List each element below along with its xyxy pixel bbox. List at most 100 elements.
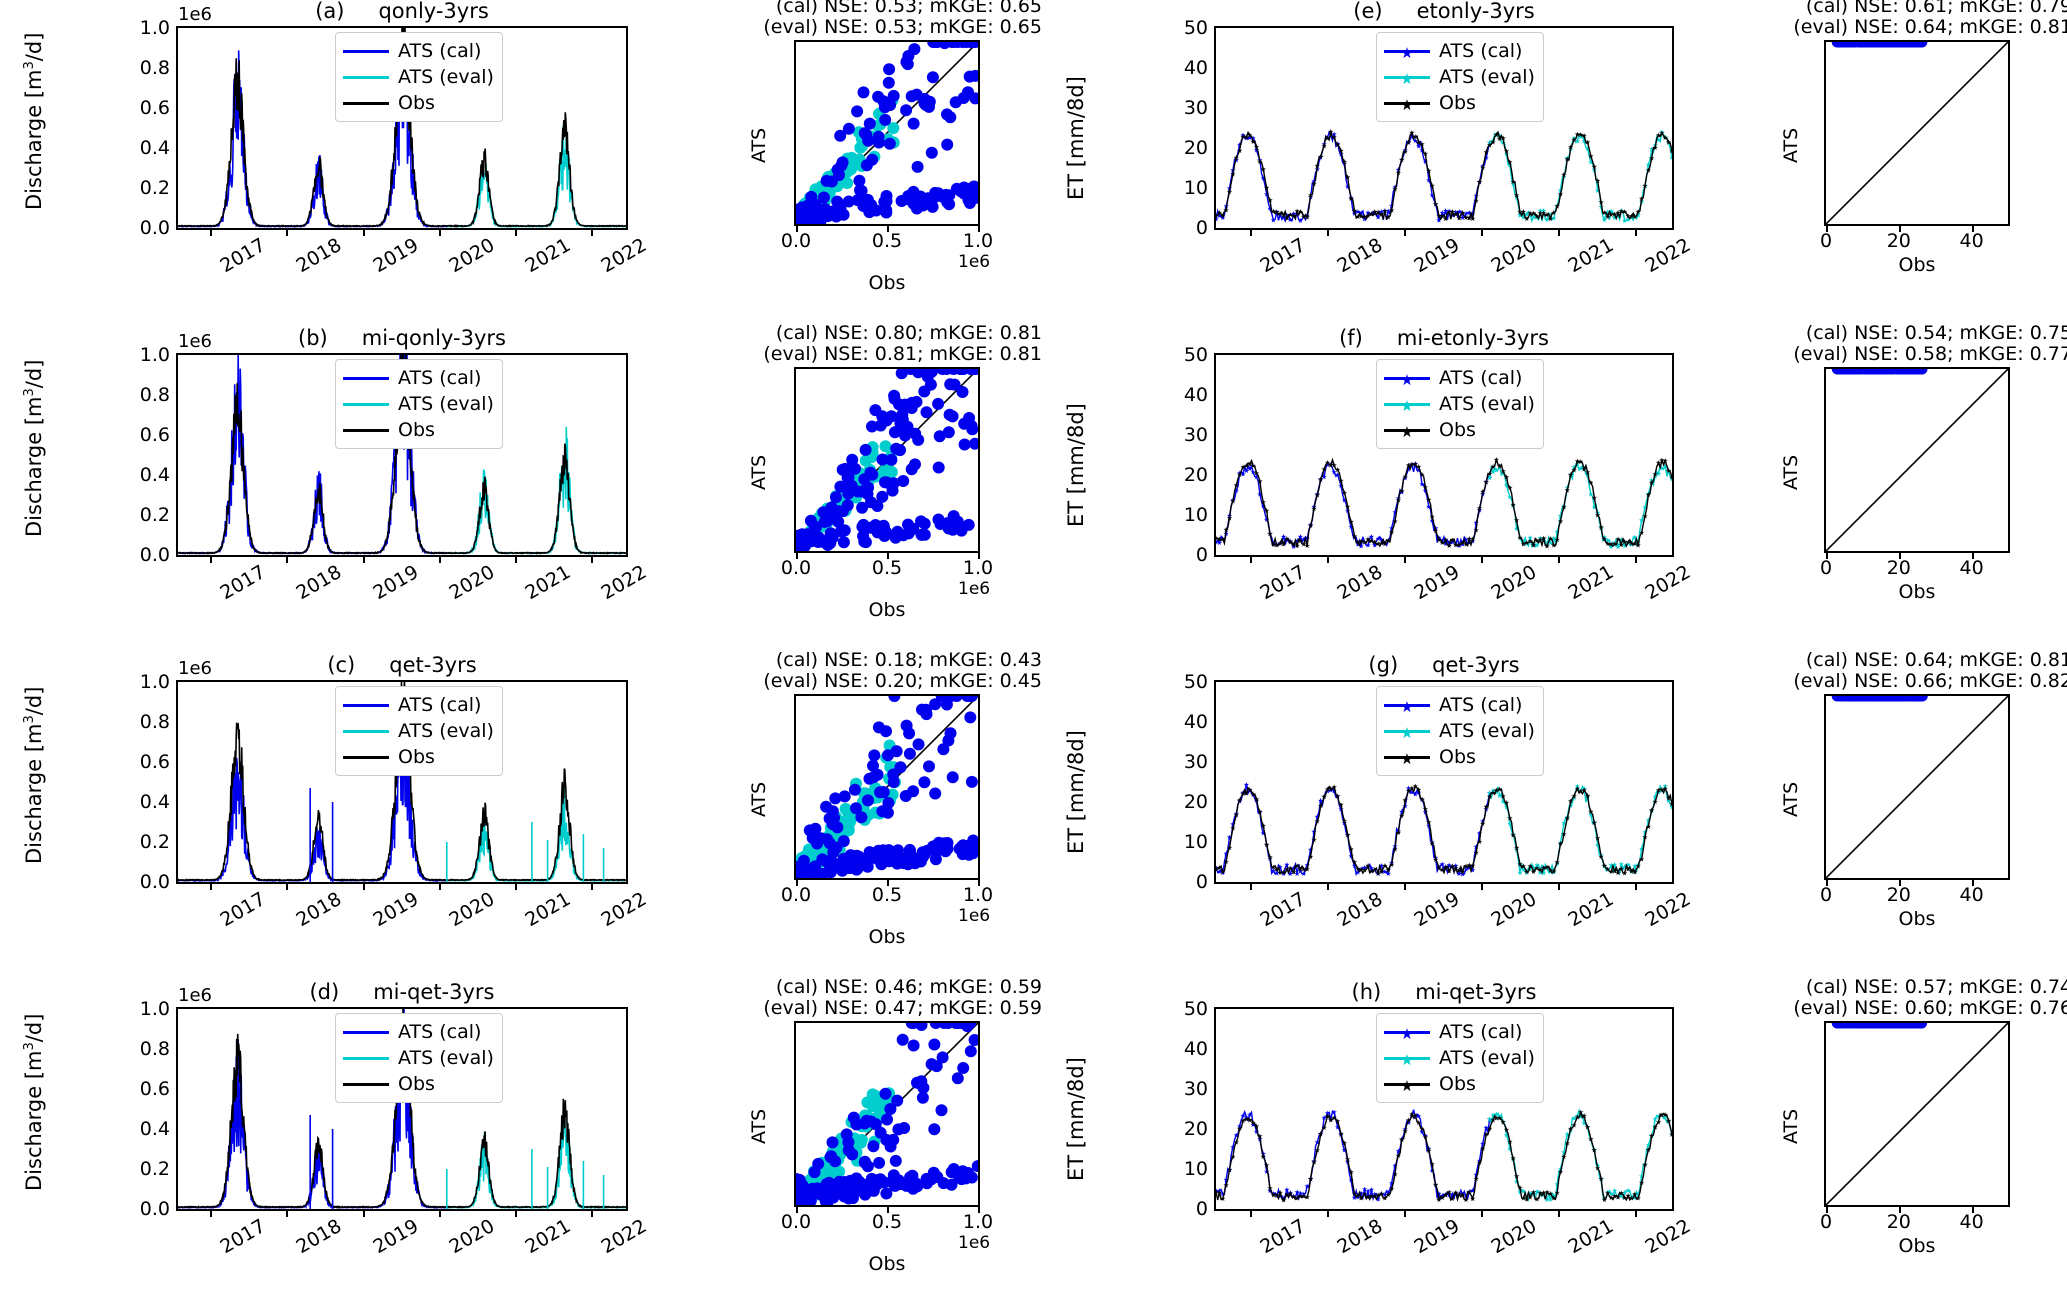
et-xtick: 2021 <box>1564 1215 1618 1259</box>
legend-row-cal[interactable]: ATS (cal) <box>343 365 494 391</box>
svg-text:★: ★ <box>1395 169 1401 177</box>
xtick-mark <box>1971 552 1974 559</box>
series-legend[interactable]: ★ ATS (cal) ★ ATS (eval) ★ Obs <box>1376 1013 1544 1103</box>
legend-row-obs[interactable]: Obs <box>343 417 494 443</box>
svg-text:★: ★ <box>1338 805 1344 813</box>
legend-swatch-eval: ★ <box>1384 1052 1430 1067</box>
legend-row-cal[interactable]: ★ ATS (cal) <box>1384 1019 1535 1045</box>
legend-row-obs[interactable]: ★ Obs <box>1384 417 1535 443</box>
svg-text:★: ★ <box>1220 535 1226 543</box>
svg-text:★: ★ <box>1331 787 1337 795</box>
svg-text:★: ★ <box>1422 150 1428 158</box>
svg-text:★: ★ <box>1429 1161 1435 1169</box>
legend-row-obs[interactable]: Obs <box>343 744 494 770</box>
svg-text:★: ★ <box>1378 1190 1384 1198</box>
legend-swatch-obs: ★ <box>1384 424 1430 439</box>
series-legend[interactable]: ★ ATS (cal) ★ ATS (eval) ★ Obs <box>1376 686 1544 776</box>
svg-text:★: ★ <box>1409 129 1415 137</box>
scatter-stats: (cal) NSE: 0.64; mKGE: 0.81 (eval) NSE: 0… <box>1700 650 2067 692</box>
series-legend[interactable]: ATS (cal) ATS (eval) Obs <box>335 359 503 449</box>
svg-text:★: ★ <box>1253 147 1259 155</box>
svg-text:★: ★ <box>1243 790 1249 798</box>
legend-row-cal[interactable]: ATS (cal) <box>343 692 494 718</box>
series-legend[interactable]: ★ ATS (cal) ★ ATS (eval) ★ Obs <box>1376 359 1544 449</box>
legend-row-eval[interactable]: ATS (eval) <box>343 391 494 417</box>
svg-text:★: ★ <box>1473 849 1479 857</box>
svg-text:★: ★ <box>1611 540 1617 548</box>
legend-label-cal: ATS (cal) <box>1439 1021 1523 1043</box>
svg-text:★: ★ <box>1439 209 1445 217</box>
svg-text:★: ★ <box>1368 211 1374 219</box>
svg-text:★: ★ <box>1547 215 1553 223</box>
xtick-mark <box>1327 556 1329 563</box>
svg-text:★: ★ <box>1260 165 1266 173</box>
svg-text:★: ★ <box>1655 1113 1661 1121</box>
svg-text:★: ★ <box>1665 795 1671 803</box>
svg-text:★: ★ <box>1473 1171 1479 1179</box>
svg-text:★: ★ <box>1645 816 1651 824</box>
xtick-mark <box>887 879 889 886</box>
svg-text:★: ★ <box>1486 139 1492 147</box>
series-legend[interactable]: ATS (cal) ATS (eval) Obs <box>335 1013 503 1103</box>
scatter-xtick: 0.5 <box>871 1211 903 1233</box>
svg-text:★: ★ <box>1416 786 1422 794</box>
svg-text:★: ★ <box>1480 1145 1486 1153</box>
legend-row-eval[interactable]: ★ ATS (eval) <box>1384 718 1535 744</box>
svg-text:★: ★ <box>1264 1162 1270 1170</box>
svg-text:★: ★ <box>1351 207 1357 215</box>
svg-text:★: ★ <box>1649 476 1655 484</box>
discharge-ytick: 0.8 <box>139 1038 170 1060</box>
svg-text:★: ★ <box>1537 866 1543 874</box>
legend-row-eval[interactable]: ATS (eval) <box>343 1045 494 1071</box>
svg-text:★: ★ <box>1486 474 1492 482</box>
legend-row-obs[interactable]: ★ Obs <box>1384 90 1535 116</box>
svg-text:★: ★ <box>1378 536 1384 544</box>
svg-text:★: ★ <box>1338 150 1344 158</box>
legend-row-cal[interactable]: ATS (cal) <box>343 38 494 64</box>
legend-row-obs[interactable]: Obs <box>343 90 494 116</box>
svg-text:★: ★ <box>1578 458 1584 466</box>
scatter-xtick: 1.0 <box>962 884 994 906</box>
legend-row-cal[interactable]: ATS (cal) <box>343 1019 494 1045</box>
svg-text:★: ★ <box>1591 494 1597 502</box>
svg-text:★: ★ <box>1473 519 1479 527</box>
discharge-xtick: 2018 <box>292 1215 346 1259</box>
svg-text:★: ★ <box>1564 156 1570 164</box>
svg-text:★: ★ <box>1368 537 1374 545</box>
legend-row-cal[interactable]: ★ ATS (cal) <box>1384 692 1535 718</box>
legend-row-eval[interactable]: ATS (eval) <box>343 718 494 744</box>
legend-row-cal[interactable]: ★ ATS (cal) <box>1384 38 1535 64</box>
legend-row-eval[interactable]: ★ ATS (eval) <box>1384 64 1535 90</box>
svg-text:★: ★ <box>1486 1115 1492 1123</box>
scatter-xlabel: Obs <box>1898 908 1936 930</box>
svg-text:★: ★ <box>1544 542 1550 550</box>
svg-text:★: ★ <box>1598 199 1604 207</box>
svg-text:★: ★ <box>1216 864 1222 872</box>
svg-text:★: ★ <box>1669 804 1672 812</box>
svg-text:★: ★ <box>1642 513 1648 521</box>
svg-text:★: ★ <box>1365 209 1371 217</box>
legend-row-cal[interactable]: ★ ATS (cal) <box>1384 365 1535 391</box>
legend-row-eval[interactable]: ★ ATS (eval) <box>1384 391 1535 417</box>
legend-row-obs[interactable]: Obs <box>343 1071 494 1097</box>
legend-row-eval[interactable]: ATS (eval) <box>343 64 494 90</box>
svg-text:★: ★ <box>1581 137 1587 145</box>
series-legend[interactable]: ATS (cal) ATS (eval) Obs <box>335 32 503 122</box>
svg-text:★: ★ <box>1409 784 1415 792</box>
legend-row-obs[interactable]: ★ Obs <box>1384 1071 1535 1097</box>
panel-name: mi-etonly-3yrs <box>1396 326 1549 350</box>
legend-row-eval[interactable]: ★ ATS (eval) <box>1384 1045 1535 1071</box>
svg-text:★: ★ <box>1365 862 1371 870</box>
svg-text:★: ★ <box>1297 533 1303 541</box>
series-legend[interactable]: ★ ATS (cal) ★ ATS (eval) ★ Obs <box>1376 32 1544 122</box>
svg-text:★: ★ <box>1510 178 1516 186</box>
legend-row-obs[interactable]: ★ Obs <box>1384 744 1535 770</box>
xtick-mark <box>210 883 212 890</box>
series-legend[interactable]: ATS (cal) ATS (eval) Obs <box>335 686 503 776</box>
svg-text:★: ★ <box>1351 1190 1357 1198</box>
scatter-xlabel: Obs <box>1898 581 1936 603</box>
xtick-mark <box>1250 229 1252 236</box>
svg-text:★: ★ <box>1355 868 1361 876</box>
scatter-stats-cal: (cal) NSE: 0.80; mKGE: 0.81 <box>775 322 1042 344</box>
et-scatter-axes <box>1824 40 2010 226</box>
